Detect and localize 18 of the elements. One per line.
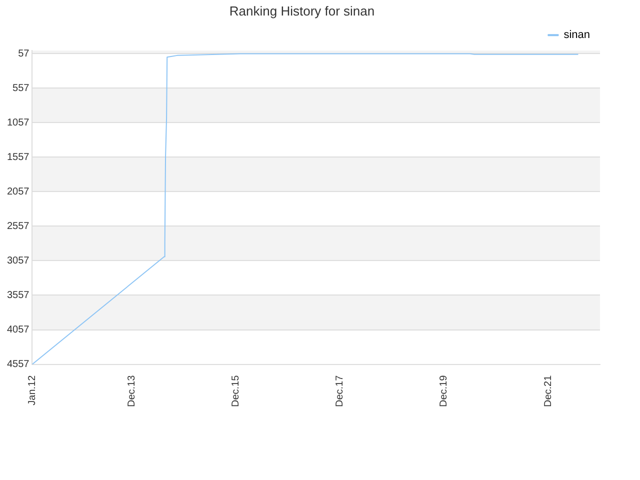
y-tick-label: 57 xyxy=(18,48,30,60)
x-tick-label: Dec.13 xyxy=(126,374,138,408)
y-tick-label: 4557 xyxy=(6,359,30,370)
chart-title: Ranking History for sinan xyxy=(229,3,375,18)
y-tick-label: 3557 xyxy=(6,290,30,301)
x-tick-label: Jan.12 xyxy=(26,374,38,406)
legend-label: sinan xyxy=(564,29,590,42)
x-tick-label: Dec.21 xyxy=(542,374,554,408)
x-tick-label: Dec.17 xyxy=(334,374,346,408)
x-tick-label: Dec.15 xyxy=(230,374,242,408)
y-tick-label: 1557 xyxy=(6,152,30,163)
y-tick-label: 3057 xyxy=(6,255,30,266)
y-tick-label: 4057 xyxy=(6,324,30,336)
y-tick-label: 1057 xyxy=(6,117,30,128)
y-tick-label: 2557 xyxy=(6,220,30,232)
y-tick-label: 2057 xyxy=(6,186,30,198)
y-tick-label: 557 xyxy=(12,82,30,94)
x-tick-label: Dec.19 xyxy=(438,374,450,408)
